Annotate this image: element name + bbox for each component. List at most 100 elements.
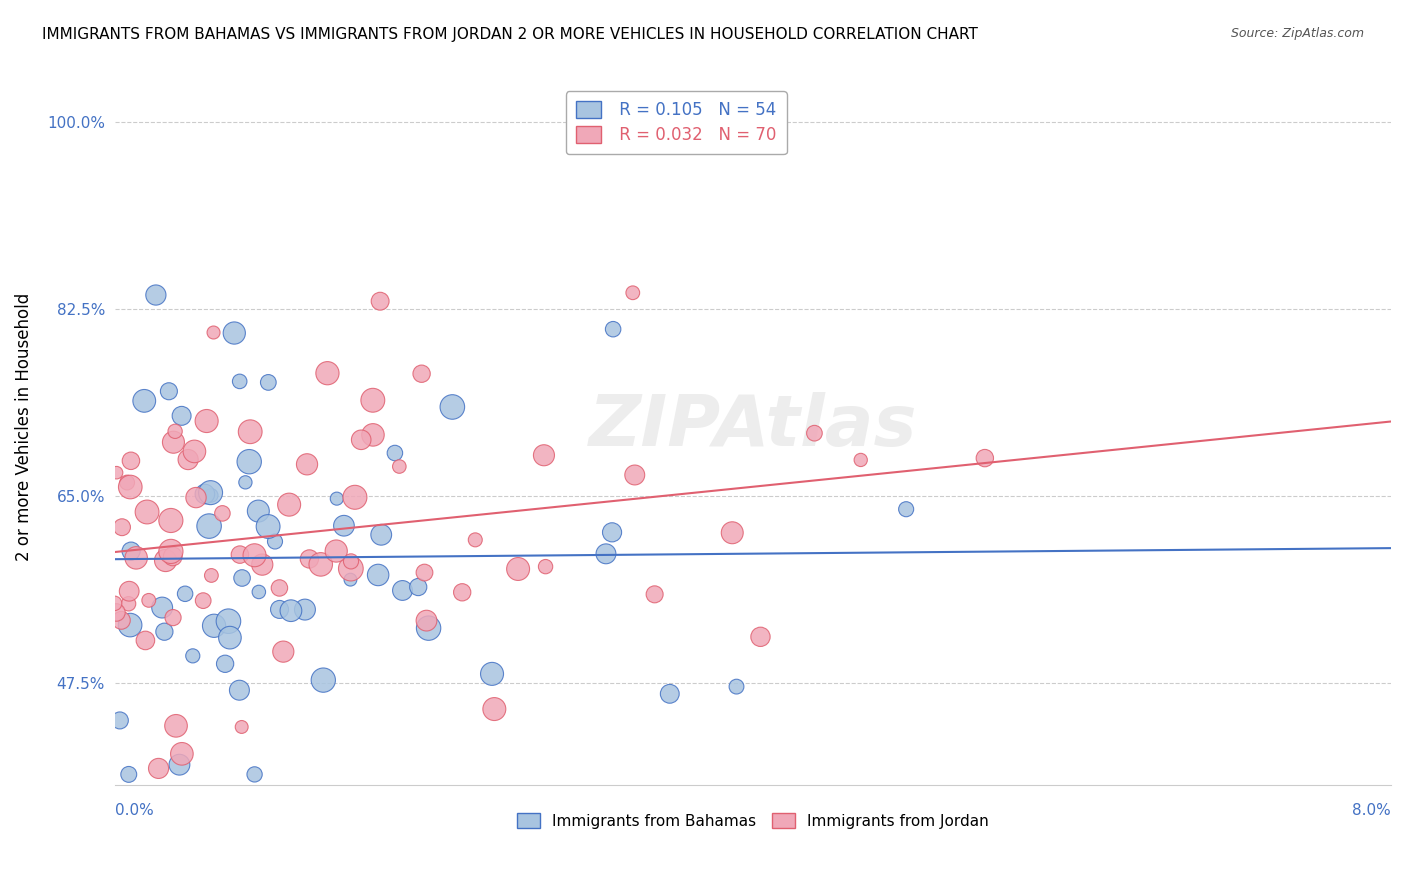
- Legend: Immigrants from Bahamas, Immigrants from Jordan: Immigrants from Bahamas, Immigrants from…: [510, 806, 994, 835]
- Point: [200, 568, 222, 582]
- Point: [411, 367, 433, 381]
- Point: [803, 426, 825, 441]
- Point: [294, 602, 316, 616]
- Point: [534, 559, 557, 574]
- Point: [384, 446, 406, 460]
- Point: [150, 600, 173, 615]
- Point: [169, 757, 191, 772]
- Point: [105, 606, 128, 620]
- Point: [183, 444, 205, 458]
- Point: [264, 534, 287, 549]
- Point: [413, 566, 436, 580]
- Point: [481, 666, 503, 681]
- Point: [181, 648, 204, 663]
- Point: [388, 459, 411, 474]
- Point: [214, 657, 236, 671]
- Point: [217, 614, 239, 628]
- Point: [160, 513, 183, 527]
- Point: [361, 428, 384, 442]
- Point: [105, 466, 128, 480]
- Point: [118, 767, 141, 781]
- Point: [326, 491, 349, 506]
- Text: IMMIGRANTS FROM BAHAMAS VS IMMIGRANTS FROM JORDAN 2 OR MORE VEHICLES IN HOUSEHOL: IMMIGRANTS FROM BAHAMAS VS IMMIGRANTS FR…: [42, 27, 979, 42]
- Point: [849, 453, 872, 467]
- Point: [415, 614, 437, 628]
- Point: [749, 630, 772, 644]
- Point: [193, 593, 215, 607]
- Point: [418, 621, 440, 635]
- Point: [298, 552, 321, 566]
- Point: [367, 568, 389, 582]
- Point: [202, 326, 225, 340]
- Point: [162, 549, 184, 564]
- Point: [595, 547, 617, 561]
- Point: [464, 533, 486, 547]
- Point: [134, 393, 156, 408]
- Point: [623, 467, 645, 482]
- Point: [174, 587, 197, 601]
- Point: [231, 720, 253, 734]
- Point: [134, 633, 156, 648]
- Point: [153, 624, 176, 639]
- Point: [160, 544, 183, 558]
- Point: [273, 645, 295, 659]
- Point: [148, 761, 170, 775]
- Point: [644, 587, 666, 601]
- Point: [506, 562, 529, 576]
- Point: [235, 475, 257, 490]
- Point: [211, 507, 233, 521]
- Point: [658, 687, 681, 701]
- Point: [238, 455, 260, 469]
- Y-axis label: 2 or more Vehicles in Household: 2 or more Vehicles in Household: [15, 293, 32, 561]
- Point: [325, 544, 347, 558]
- Point: [370, 528, 392, 542]
- Point: [247, 585, 270, 599]
- Point: [725, 680, 748, 694]
- Point: [202, 619, 225, 633]
- Point: [278, 498, 301, 512]
- Point: [350, 433, 373, 447]
- Point: [533, 448, 555, 462]
- Point: [125, 550, 148, 565]
- Point: [257, 376, 280, 390]
- Point: [200, 485, 222, 500]
- Point: [239, 425, 262, 439]
- Point: [120, 454, 142, 468]
- Text: 8.0%: 8.0%: [1353, 803, 1391, 818]
- Point: [973, 451, 995, 466]
- Point: [229, 548, 252, 562]
- Point: [441, 400, 464, 414]
- Point: [136, 505, 159, 519]
- Point: [343, 491, 366, 505]
- Point: [120, 544, 142, 558]
- Point: [110, 613, 132, 627]
- Point: [120, 480, 142, 494]
- Point: [118, 584, 141, 599]
- Point: [368, 294, 391, 309]
- Point: [406, 580, 429, 594]
- Point: [165, 719, 187, 733]
- Point: [231, 571, 253, 585]
- Point: [228, 683, 250, 698]
- Point: [309, 558, 332, 572]
- Point: [361, 393, 384, 408]
- Point: [200, 488, 222, 502]
- Point: [257, 519, 280, 533]
- Point: [162, 610, 184, 624]
- Point: [108, 714, 131, 728]
- Point: [484, 702, 506, 716]
- Point: [316, 366, 339, 380]
- Point: [451, 585, 474, 599]
- Point: [224, 326, 246, 340]
- Point: [243, 548, 266, 562]
- Point: [177, 452, 200, 467]
- Point: [228, 375, 250, 389]
- Point: [155, 553, 177, 567]
- Point: [194, 487, 217, 501]
- Point: [894, 502, 917, 516]
- Point: [195, 414, 218, 428]
- Text: ZIPAtlas: ZIPAtlas: [589, 392, 917, 461]
- Point: [120, 618, 142, 632]
- Point: [340, 554, 363, 568]
- Point: [252, 558, 274, 572]
